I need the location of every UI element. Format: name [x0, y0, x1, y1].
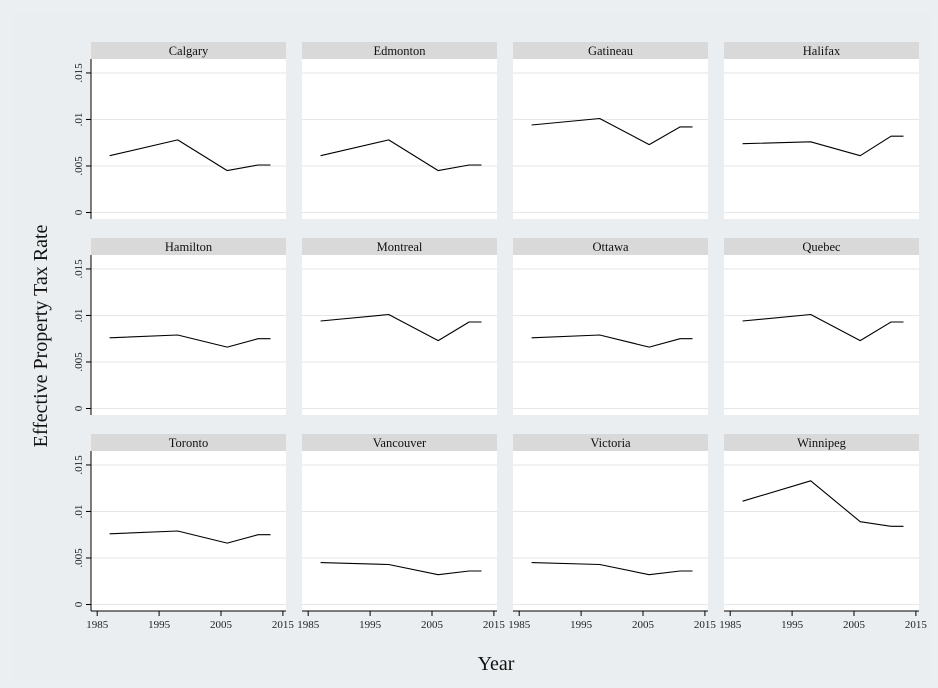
series-line: [320, 139, 482, 172]
series-line: [320, 562, 482, 576]
panel-hamilton: Hamilton 0 .005 .01 .015: [73, 238, 286, 415]
panel-strip: [513, 238, 708, 255]
panel-title: Calgary: [169, 44, 209, 58]
y-tick-label: .01: [73, 505, 85, 519]
panel-strip: [91, 238, 286, 255]
x-tick-label: 2015: [905, 619, 928, 631]
panel-plot-area: [91, 255, 286, 415]
panel-plot-area: [724, 59, 919, 219]
y-tick-label: .005: [73, 156, 85, 176]
panel-plot-area: [724, 451, 919, 611]
y-tick-label: .01: [73, 113, 85, 127]
y-tick-label: 0: [73, 209, 85, 215]
panel-strip: [513, 434, 708, 451]
panel-plot-area: [91, 451, 286, 611]
panel-plot-area: [302, 59, 497, 219]
panel-plot-area: [91, 59, 286, 219]
y-tick-label: .005: [73, 548, 85, 568]
panel-title: Montreal: [377, 240, 423, 254]
x-tick-label: 1995: [570, 619, 593, 631]
panel-title: Toronto: [169, 436, 208, 450]
series-line: [531, 562, 693, 576]
panel-montreal: Montreal: [302, 238, 497, 415]
panel-title: Edmonton: [373, 44, 426, 58]
x-tick-label: 2005: [843, 619, 866, 631]
x-tick-label: 2005: [632, 619, 655, 631]
y-tick-label: .015: [73, 63, 85, 83]
panel-halifax: Halifax: [724, 42, 919, 219]
series-line: [742, 135, 904, 157]
panel-plot-area: [513, 255, 708, 415]
panel-vancouver: Vancouver 1985 1995 2005 2015: [297, 434, 505, 631]
y-axis-title: Effective Property Tax Rate: [30, 224, 52, 447]
x-tick-label: 2015: [272, 619, 295, 631]
series-line: [109, 139, 271, 172]
x-tick-label: 1985: [719, 619, 742, 631]
series-line: [531, 334, 693, 348]
panel-title: Halifax: [803, 44, 841, 58]
panel-plot-area: [302, 451, 497, 611]
x-tick-label: 1985: [508, 619, 531, 631]
y-tick-label: 0: [73, 405, 85, 411]
x-tick-label: 2015: [694, 619, 717, 631]
x-tick-label: 1995: [148, 619, 171, 631]
x-tick-label: 1985: [86, 619, 109, 631]
panel-title: Vancouver: [373, 436, 427, 450]
series-line: [742, 480, 904, 527]
panel-victoria: Victoria 1985 1995 2005 2015: [508, 434, 716, 631]
y-tick-label: .005: [73, 352, 85, 372]
panel-plot-area: [302, 255, 497, 415]
x-tick-label: 2005: [210, 619, 233, 631]
panel-strip: [302, 42, 497, 59]
panel-quebec: Quebec: [724, 238, 919, 415]
y-tick-label: .015: [73, 455, 85, 475]
panel-title: Winnipeg: [797, 436, 847, 450]
panel-plot-area: [513, 59, 708, 219]
panel-strip: [302, 238, 497, 255]
x-tick-label: 2005: [421, 619, 444, 631]
panel-strip: [302, 434, 497, 451]
panel-title: Hamilton: [165, 240, 213, 254]
panel-strip: [513, 42, 708, 59]
series-line: [109, 530, 271, 544]
panel-title: Ottawa: [592, 240, 629, 254]
x-tick-label: 1995: [359, 619, 382, 631]
x-tick-label: 1985: [297, 619, 320, 631]
series-line: [320, 313, 482, 342]
series-line: [742, 313, 904, 342]
panel-gatineau: Gatineau: [513, 42, 708, 219]
panel-calgary: Calgary 0 .005 .01 .015: [73, 42, 286, 219]
y-tick-label: .01: [73, 309, 85, 323]
y-tick-label: 0: [73, 601, 85, 607]
panel-plot-area: [724, 255, 919, 415]
y-tick-label: .015: [73, 259, 85, 279]
panel-toronto: Toronto 0 .005 .01 .015 1985 1995 2005 2015: [73, 434, 294, 631]
x-tick-label: 2015: [483, 619, 506, 631]
panel-winnipeg: Winnipeg 1985 1995 2005 2015: [719, 434, 927, 631]
panel-title: Quebec: [802, 240, 841, 254]
panel-strip: [91, 42, 286, 59]
panel-strip: [91, 434, 286, 451]
panel-ottawa: Ottawa: [513, 238, 708, 415]
panel-edmonton: Edmonton: [302, 42, 497, 219]
panel-strip: [724, 434, 919, 451]
x-tick-label: 1995: [781, 619, 804, 631]
panel-title: Victoria: [590, 436, 631, 450]
x-axis-title: Year: [478, 653, 515, 675]
panel-strip: [724, 42, 919, 59]
panel-plot-area: [513, 451, 708, 611]
series-line: [531, 117, 693, 146]
panel-strip: [724, 238, 919, 255]
panel-title: Gatineau: [588, 44, 634, 58]
series-line: [109, 334, 271, 348]
